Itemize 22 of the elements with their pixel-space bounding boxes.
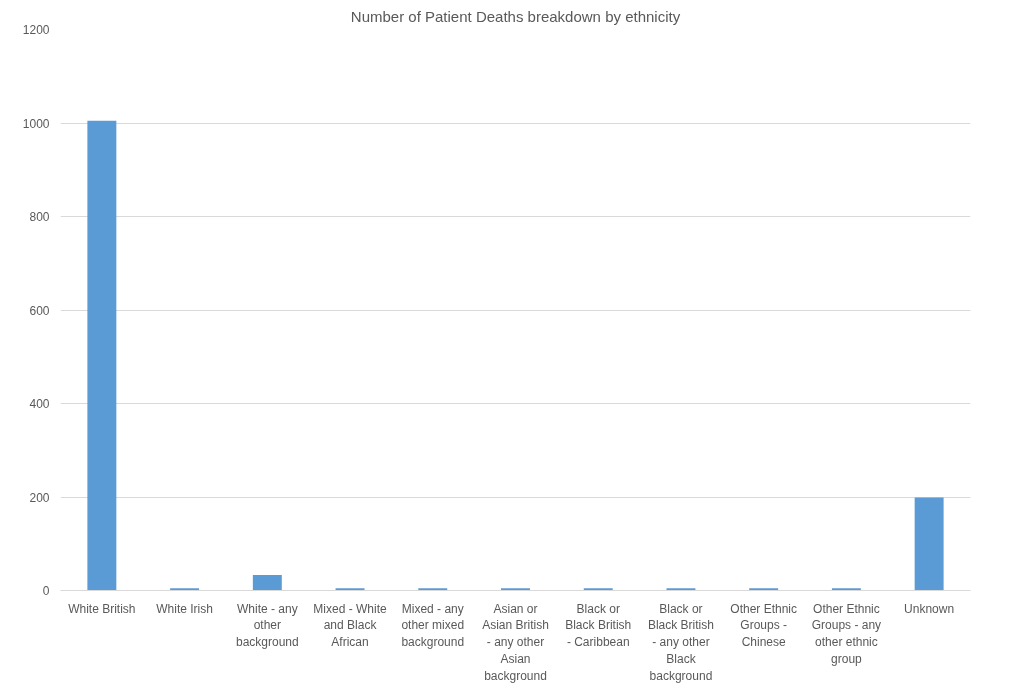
chart-title: Number of Patient Deaths breakdown by ethnicity bbox=[350, 7, 681, 25]
x-tick-label: Black or Black British - any other Black background bbox=[647, 601, 714, 683]
x-tick-label: Asian or Asian British - any other Asian background bbox=[482, 601, 549, 683]
bar bbox=[252, 575, 282, 591]
x-tick-label: White - any other background bbox=[235, 601, 299, 650]
bar bbox=[87, 120, 117, 591]
x-tick-label: Unknown bbox=[904, 601, 955, 616]
x-tick-label: White Irish bbox=[156, 601, 213, 616]
y-tick-label: 600 bbox=[29, 303, 50, 318]
x-tick-label: Mixed - White and Black African bbox=[313, 601, 388, 650]
y-tick-label: 1200 bbox=[22, 23, 50, 37]
y-tick-label: 1000 bbox=[22, 116, 50, 131]
x-tick-label: Other Ethnic Groups - any other ethnic group bbox=[811, 601, 882, 666]
y-tick-label: 400 bbox=[29, 397, 50, 411]
y-tick-label: 200 bbox=[29, 490, 50, 505]
x-tick-label: Other Ethnic Groups - Chinese bbox=[730, 601, 798, 650]
y-tick-label: 800 bbox=[29, 210, 50, 224]
x-tick-label: Black or Black British - Caribbean bbox=[565, 601, 632, 650]
x-tick-label: White British bbox=[68, 601, 136, 616]
x-tick-label: Mixed - any other mixed background bbox=[401, 601, 465, 650]
y-tick-label: 0 bbox=[42, 584, 50, 598]
bar bbox=[914, 497, 944, 591]
